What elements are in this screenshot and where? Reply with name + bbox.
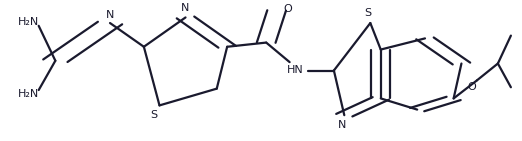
Text: S: S xyxy=(364,8,371,18)
Text: H₂N: H₂N xyxy=(18,17,39,27)
Text: O: O xyxy=(468,82,476,92)
Text: N: N xyxy=(106,10,114,20)
Text: O: O xyxy=(283,4,292,14)
Text: HN: HN xyxy=(287,66,303,75)
Text: N: N xyxy=(181,3,189,13)
Text: N: N xyxy=(338,120,346,130)
Text: H₂N: H₂N xyxy=(18,89,39,99)
Text: S: S xyxy=(151,110,158,120)
